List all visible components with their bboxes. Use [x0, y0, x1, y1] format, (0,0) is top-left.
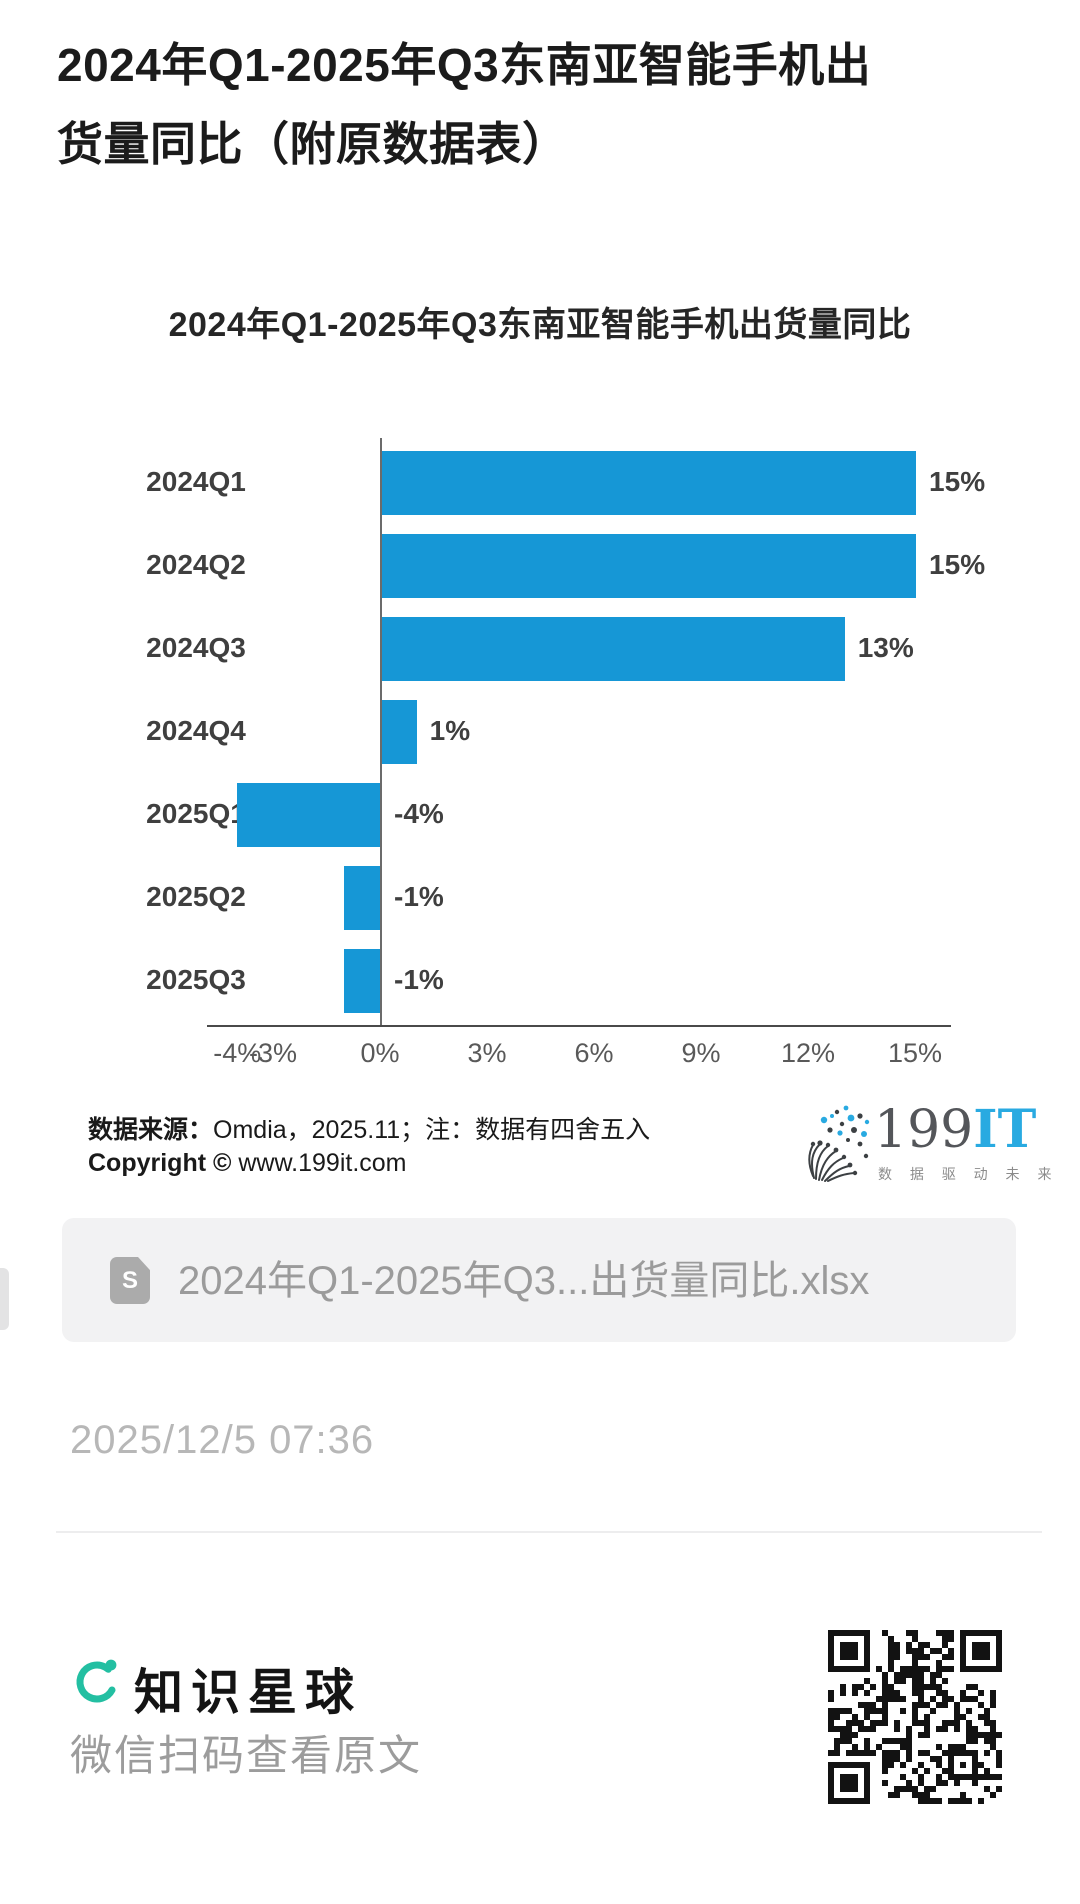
- file-icon: S: [110, 1257, 150, 1304]
- brand-name: 知识星球: [134, 1666, 363, 1720]
- logo-199it: 199IT 数 据 驱 动 未 来: [804, 1100, 1051, 1190]
- zero-axis-line: [380, 438, 382, 1025]
- category-label: 2025Q2: [146, 881, 246, 912]
- scan-hint-text: 微信扫码查看原文: [70, 1732, 423, 1779]
- value-label: -1%: [394, 964, 444, 995]
- value-label: -4%: [394, 798, 444, 829]
- copyright-url: www.199it.com: [238, 1149, 407, 1177]
- divider: [56, 1531, 1042, 1533]
- x-tick-label: -4%: [213, 1038, 262, 1068]
- bar-2025Q1: [237, 783, 380, 847]
- file-icon-letter: S: [121, 1266, 138, 1294]
- bar-chart-plot: 2024Q1 15% 2024Q2 15% 2024Q3 13% 2024Q4 1% 2025Q…: [146, 438, 986, 1068]
- logo-199-text: 199: [874, 1100, 974, 1160]
- x-tick-label: 3%: [467, 1038, 507, 1068]
- zhishixingqiu-icon: [76, 1659, 118, 1703]
- x-tick-label: 9%: [681, 1038, 721, 1068]
- category-label: 2024Q4: [146, 715, 246, 746]
- x-tick-label: 6%: [574, 1038, 614, 1068]
- value-label: 15%: [929, 466, 986, 497]
- x-tick-label: -3%: [248, 1038, 297, 1068]
- logo-199it-tagline: 数 据 驱 动 未 来: [878, 1166, 1059, 1182]
- x-tick-label: 0%: [360, 1038, 400, 1068]
- category-label: 2025Q3: [146, 964, 246, 995]
- value-label: -1%: [394, 881, 444, 912]
- qr-code: [828, 1630, 1002, 1804]
- attachment-filename: 2024年Q1-2025年Q3...出货量同比.xlsx: [178, 1259, 870, 1303]
- x-axis-line: [207, 1025, 951, 1027]
- category-label: 2024Q2: [146, 549, 246, 580]
- data-source-text: Omdia，2025.11；注：数据有四舍五入: [213, 1116, 651, 1144]
- bar-2024Q1: [381, 451, 917, 515]
- bar-2024Q2: [381, 534, 917, 598]
- bar-2024Q4: [381, 700, 417, 764]
- chart-source-note: 数据来源：Omdia，2025.11；注：数据有四舍五入 Copyright ©…: [88, 1114, 650, 1180]
- logo-199it-wordmark: 199IT: [874, 1099, 1037, 1160]
- bar-2025Q2: [344, 866, 380, 930]
- copyright-line: Copyright © www.199it.com: [88, 1147, 650, 1180]
- adjacent-card-edge: [0, 1268, 9, 1330]
- x-tick-label: 15%: [888, 1038, 943, 1068]
- category-label: 2024Q3: [146, 632, 246, 663]
- x-tick-label: 12%: [781, 1038, 836, 1068]
- dandelion-icon: [808, 1105, 870, 1182]
- article-title: 2024年Q1-2025年Q3东南亚智能手机出货量同比（附原数据表）: [57, 39, 872, 170]
- attachment-card[interactable]: S 2024年Q1-2025年Q3...出货量同比.xlsx: [62, 1218, 1016, 1342]
- value-label: 15%: [929, 549, 986, 580]
- chart-title: 2024年Q1-2025年Q3东南亚智能手机出货量同比: [168, 306, 912, 344]
- post-timestamp: 2025/12/5 07:36: [70, 1418, 375, 1462]
- value-label: 1%: [429, 715, 471, 746]
- category-label: 2025Q1: [146, 798, 246, 829]
- value-label: 13%: [857, 632, 914, 663]
- data-source-line: 数据来源：Omdia，2025.11；注：数据有四舍五入: [88, 1114, 650, 1147]
- bar-2024Q3: [381, 617, 845, 681]
- data-source-label: 数据来源：: [88, 1116, 214, 1144]
- category-label: 2024Q1: [146, 466, 246, 497]
- copyright-label: Copyright ©: [88, 1149, 232, 1177]
- bar-2025Q3: [344, 949, 380, 1013]
- logo-it-text: IT: [973, 1099, 1037, 1160]
